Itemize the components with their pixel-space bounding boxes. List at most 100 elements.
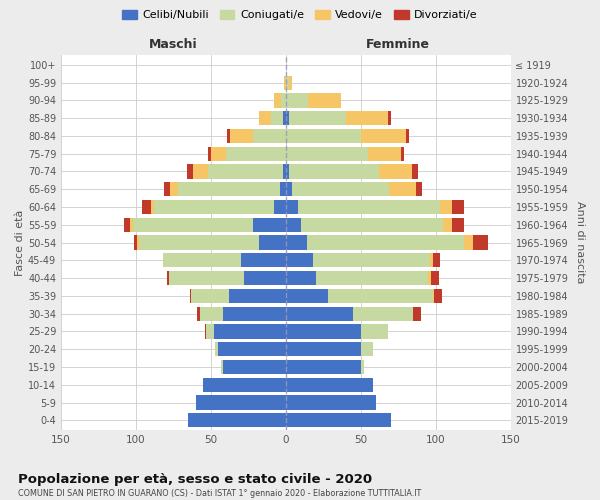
Y-axis label: Anni di nascita: Anni di nascita — [575, 202, 585, 284]
Bar — [413, 306, 421, 321]
Bar — [289, 164, 379, 178]
Bar — [308, 94, 341, 108]
Bar — [188, 414, 286, 428]
Bar — [286, 360, 361, 374]
Bar — [361, 129, 406, 143]
Bar — [361, 342, 373, 356]
Bar — [286, 271, 316, 285]
Bar — [433, 254, 440, 268]
Bar — [253, 218, 286, 232]
Bar — [401, 146, 404, 161]
Bar — [241, 254, 286, 268]
Bar — [151, 200, 154, 214]
Bar — [416, 182, 422, 196]
Bar — [259, 236, 286, 250]
Bar — [130, 218, 133, 232]
Bar — [223, 360, 286, 374]
Bar — [274, 94, 281, 108]
Bar — [286, 182, 292, 196]
Bar — [253, 129, 286, 143]
Bar — [452, 218, 464, 232]
Bar — [137, 236, 139, 250]
Bar — [227, 129, 230, 143]
Bar — [142, 200, 151, 214]
Bar — [191, 289, 229, 303]
Bar — [274, 200, 286, 214]
Bar — [169, 271, 244, 285]
Y-axis label: Fasce di età: Fasce di età — [15, 210, 25, 276]
Bar — [133, 218, 253, 232]
Bar — [443, 218, 452, 232]
Bar — [170, 182, 178, 196]
Bar — [206, 324, 214, 338]
Bar — [196, 396, 286, 409]
Bar — [187, 164, 193, 178]
Text: COMUNE DI SAN PIETRO IN GUARANO (CS) - Dati ISTAT 1° gennaio 2020 - Elaborazione: COMUNE DI SAN PIETRO IN GUARANO (CS) - D… — [18, 489, 421, 498]
Bar — [197, 306, 200, 321]
Bar — [205, 324, 206, 338]
Bar — [190, 289, 191, 303]
Bar — [271, 111, 283, 126]
Bar — [452, 200, 464, 214]
Bar — [286, 200, 298, 214]
Bar — [328, 289, 433, 303]
Bar — [124, 218, 130, 232]
Bar — [286, 254, 313, 268]
Bar — [226, 146, 286, 161]
Bar — [286, 342, 361, 356]
Bar — [200, 306, 223, 321]
Bar — [353, 306, 413, 321]
Bar — [211, 146, 226, 161]
Bar — [154, 200, 274, 214]
Bar — [284, 76, 286, 90]
Bar — [286, 324, 361, 338]
Bar — [229, 289, 286, 303]
Bar — [298, 200, 440, 214]
Legend: Celibi/Nubili, Coniugati/e, Vedovi/e, Divorziati/e: Celibi/Nubili, Coniugati/e, Vedovi/e, Di… — [118, 6, 482, 25]
Bar — [301, 218, 443, 232]
Bar — [379, 164, 412, 178]
Bar — [214, 324, 286, 338]
Bar — [259, 111, 271, 126]
Bar — [215, 342, 218, 356]
Bar — [346, 111, 388, 126]
Bar — [307, 236, 464, 250]
Bar — [286, 396, 376, 409]
Bar — [406, 129, 409, 143]
Text: Popolazione per età, sesso e stato civile - 2020: Popolazione per età, sesso e stato civil… — [18, 472, 372, 486]
Bar — [361, 324, 388, 338]
Bar — [430, 254, 433, 268]
Bar — [464, 236, 473, 250]
Bar — [286, 76, 289, 90]
Bar — [292, 182, 389, 196]
Bar — [428, 271, 431, 285]
Bar — [134, 236, 137, 250]
Bar — [389, 182, 416, 196]
Bar — [368, 146, 401, 161]
Bar — [440, 200, 452, 214]
Bar — [208, 146, 211, 161]
Bar — [289, 111, 346, 126]
Bar — [289, 76, 292, 90]
Bar — [388, 111, 391, 126]
Bar — [316, 271, 428, 285]
Bar — [230, 129, 253, 143]
Bar — [434, 289, 442, 303]
Bar — [223, 306, 286, 321]
Bar — [286, 236, 307, 250]
Bar — [313, 254, 430, 268]
Bar — [203, 378, 286, 392]
Bar — [164, 182, 170, 196]
Bar — [286, 218, 301, 232]
Bar — [193, 164, 208, 178]
Text: Femmine: Femmine — [366, 38, 430, 51]
Bar — [218, 342, 286, 356]
Bar — [361, 360, 364, 374]
Bar — [178, 182, 280, 196]
Bar — [286, 129, 361, 143]
Bar — [280, 182, 286, 196]
Bar — [286, 111, 289, 126]
Bar — [431, 271, 439, 285]
Bar — [139, 236, 259, 250]
Bar — [286, 94, 308, 108]
